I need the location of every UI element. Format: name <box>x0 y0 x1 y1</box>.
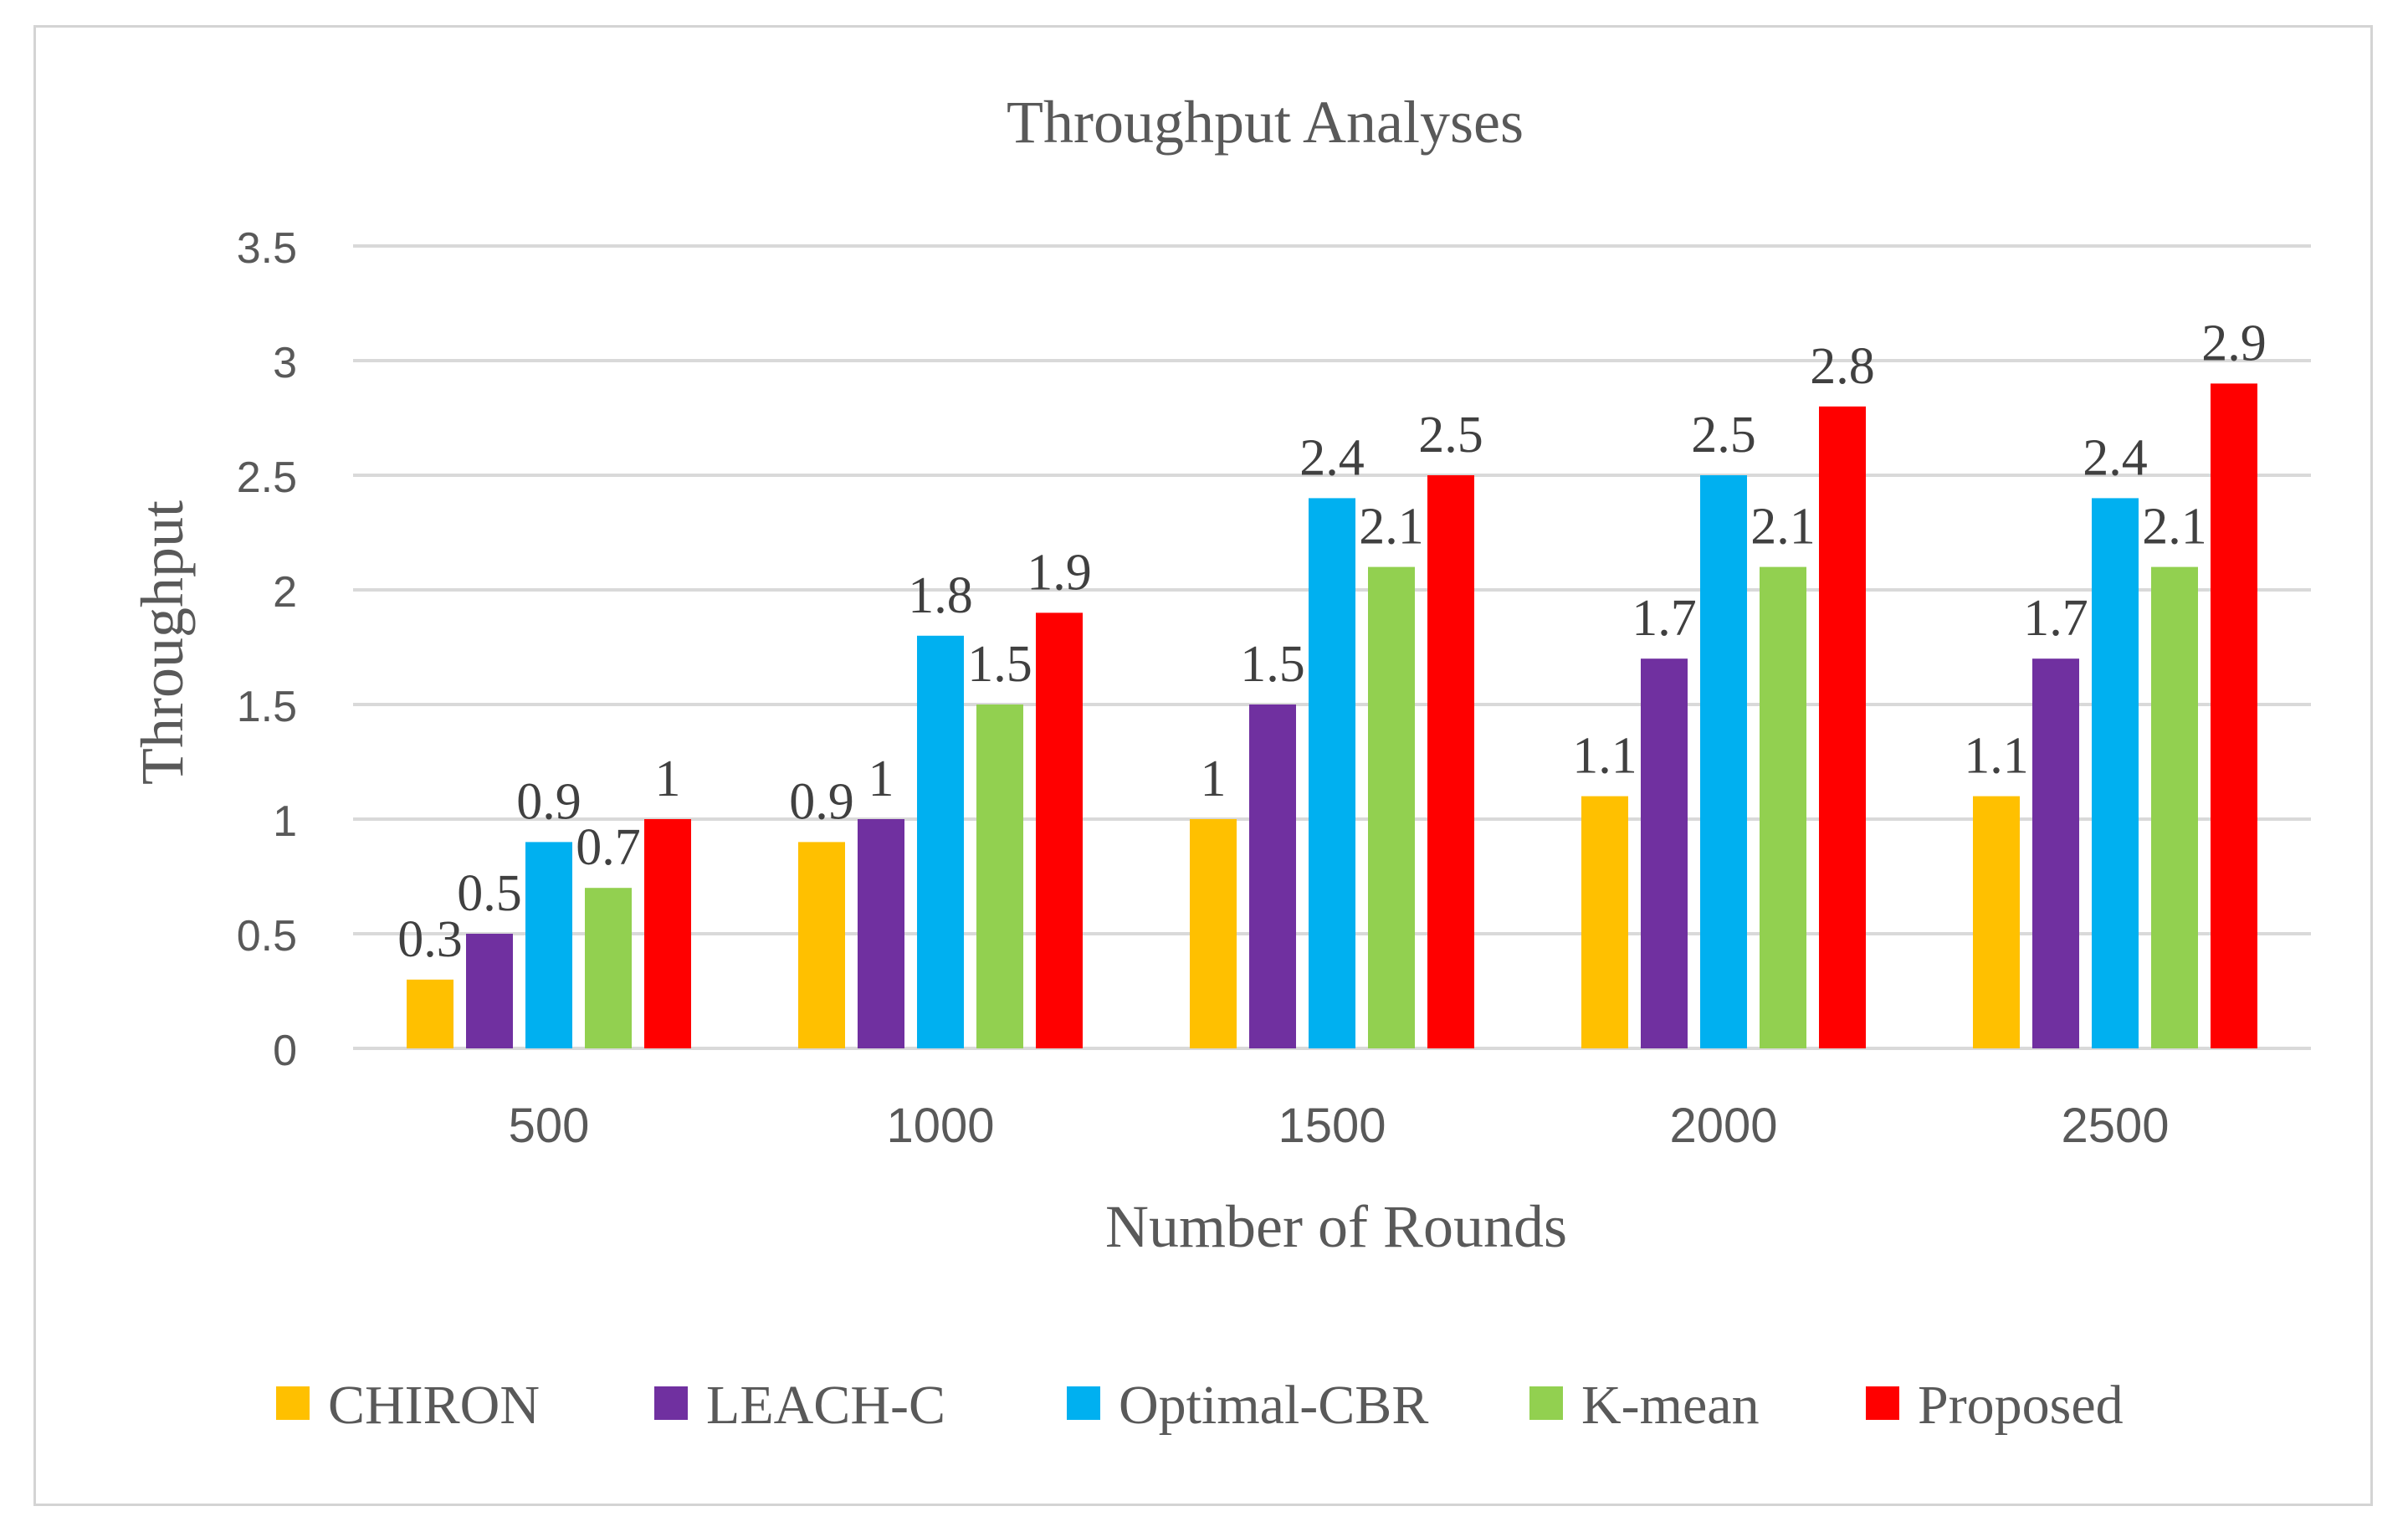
legend: CHIRON LEACH-C Optimal-CBR K-mean Proposed <box>276 1375 2124 1436</box>
legend-swatch <box>1529 1386 1563 1420</box>
bar-chiron-500 <box>407 979 453 1048</box>
legend-swatch <box>1866 1386 1899 1420</box>
chart-title: Throughput Analyses <box>1007 89 1524 156</box>
x-tick-label: 1000 <box>886 1099 994 1153</box>
bar-k-mean-1500 <box>1368 566 1415 1048</box>
bar-proposed-2000 <box>1819 406 1866 1048</box>
y-tick-label: 2 <box>273 568 297 617</box>
legend-item-optimal-cbr: Optimal-CBR <box>1067 1375 1428 1436</box>
data-label: 0.5 <box>457 865 522 922</box>
x-axis-label: Number of Rounds <box>1105 1193 1567 1260</box>
x-tick-label: 2500 <box>2061 1099 2169 1153</box>
data-label: 2.5 <box>1691 407 1756 464</box>
data-label: 0.9 <box>789 773 854 830</box>
data-label: 2.5 <box>1418 407 1483 464</box>
data-label: 2.1 <box>1750 499 1816 556</box>
bar-chiron-1000 <box>798 842 845 1048</box>
legend-item-k-mean: K-mean <box>1529 1375 1760 1436</box>
data-label: 1 <box>1201 751 1227 807</box>
bar-optimal-cbr-1000 <box>917 635 964 1048</box>
bar-leach-c-2500 <box>2032 658 2079 1048</box>
data-label: 2.8 <box>1810 338 1875 395</box>
legend-label: Proposed <box>1918 1375 2124 1436</box>
data-label: 2.1 <box>2142 499 2207 556</box>
legend-item-proposed: Proposed <box>1866 1375 2124 1436</box>
bar-proposed-1000 <box>1036 612 1083 1048</box>
bar-optimal-cbr-500 <box>525 842 572 1048</box>
bar-k-mean-1000 <box>976 704 1023 1048</box>
y-tick-label: 0 <box>273 1027 297 1075</box>
data-label: 1.8 <box>908 567 973 624</box>
bar-chiron-1500 <box>1190 819 1237 1048</box>
legend-swatch <box>1067 1386 1100 1420</box>
x-axis-ticks: 500 1000 1500 2000 2500 <box>509 1099 2170 1153</box>
y-axis-ticks: 0 0.5 1 1.5 2 2.5 3 3.5 <box>237 224 297 1075</box>
bar-k-mean-2500 <box>2151 566 2198 1048</box>
data-label: 2.1 <box>1359 499 1424 556</box>
data-label: 1 <box>655 751 681 807</box>
data-labels: 0.30.50.90.71 0.9 11.81.51.911.52.42.12.51… <box>397 315 2267 967</box>
legend-item-leach-c: LEACH-C <box>654 1375 945 1436</box>
bars <box>407 383 2257 1048</box>
bar-chiron-2000 <box>1581 796 1628 1048</box>
legend-label: Optimal-CBR <box>1119 1375 1428 1436</box>
legend-label: CHIRON <box>328 1375 540 1436</box>
data-label: 1.7 <box>2023 590 2088 647</box>
data-label: 1.1 <box>1964 728 2029 785</box>
legend-label: K-mean <box>1581 1375 1760 1436</box>
bar-optimal-cbr-1500 <box>1309 498 1355 1048</box>
legend-swatch <box>276 1386 310 1420</box>
bar-k-mean-500 <box>585 888 632 1048</box>
y-axis-label: Throughput <box>129 500 196 785</box>
bar-chiron-2500 <box>1973 796 2020 1048</box>
bar-leach-c-500 <box>466 934 513 1048</box>
data-label: 2.4 <box>1299 429 1365 486</box>
y-tick-label: 3 <box>273 339 297 387</box>
bar-leach-c-1000 <box>858 819 904 1048</box>
x-tick-label: 2000 <box>1669 1099 1777 1153</box>
y-tick-label: 0.5 <box>237 912 297 961</box>
data-label: 1.5 <box>967 636 1032 693</box>
bar-optimal-cbr-2000 <box>1700 475 1747 1048</box>
bar-leach-c-1500 <box>1249 704 1296 1048</box>
x-tick-label: 500 <box>509 1099 590 1153</box>
data-label: 2.4 <box>2083 429 2148 486</box>
data-label: 0.9 <box>516 773 582 830</box>
bar-proposed-500 <box>644 819 691 1048</box>
y-tick-label: 3.5 <box>237 224 297 273</box>
bar-proposed-2500 <box>2211 383 2257 1048</box>
bar-proposed-1500 <box>1427 475 1474 1048</box>
data-label: 1.7 <box>1632 590 1697 647</box>
y-tick-label: 1.5 <box>237 683 297 731</box>
data-label: 1.9 <box>1027 544 1092 601</box>
bar-k-mean-2000 <box>1760 566 1806 1048</box>
data-label: 1.1 <box>1572 728 1637 785</box>
data-label: 0.7 <box>576 819 641 876</box>
data-label: 0.3 <box>397 911 463 968</box>
y-tick-label: 2.5 <box>237 453 297 502</box>
legend-label: LEACH-C <box>706 1375 945 1436</box>
legend-swatch <box>654 1386 688 1420</box>
legend-item-chiron: CHIRON <box>276 1375 540 1436</box>
data-label: 1.5 <box>1240 636 1305 693</box>
x-tick-label: 1500 <box>1278 1099 1386 1153</box>
data-label: 2.9 <box>2201 315 2267 371</box>
bar-leach-c-2000 <box>1641 658 1688 1048</box>
bar-optimal-cbr-2500 <box>2092 498 2139 1048</box>
data-label: 1 <box>868 751 894 807</box>
chart-frame <box>33 25 2373 1506</box>
y-tick-label: 1 <box>273 797 297 846</box>
